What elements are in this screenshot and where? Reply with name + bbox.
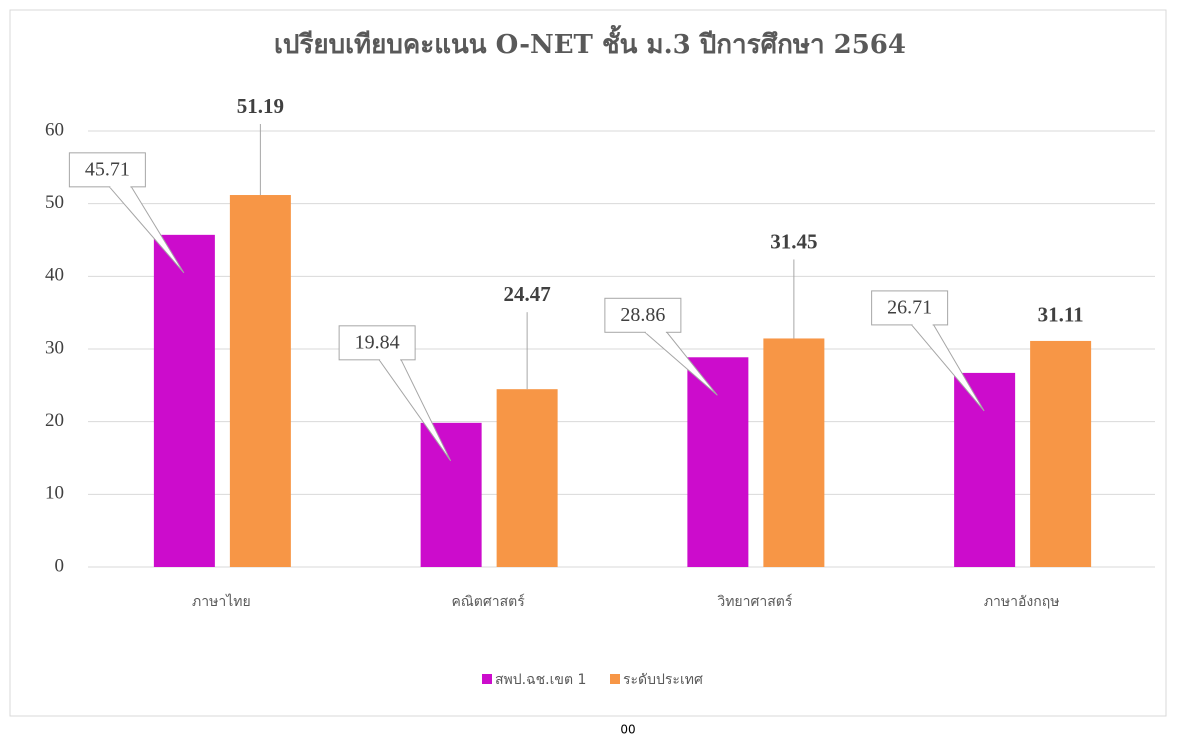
x-tick-label: วิทยาศาสตร์: [717, 593, 793, 610]
data-label: 24.47: [504, 282, 551, 306]
data-label: 31.45: [770, 229, 817, 253]
legend-swatch: [610, 674, 620, 684]
x-tick-label: ภาษาไทย: [192, 593, 251, 610]
y-tick-label: 20: [45, 410, 64, 431]
callout-box: [871, 290, 949, 326]
bar: [687, 357, 749, 567]
bar: [229, 195, 291, 567]
x-tick-label: ภาษาอังกฤษ: [984, 594, 1060, 610]
y-tick-label: 10: [45, 483, 64, 504]
y-tick-label: 30: [45, 337, 64, 358]
legend-label: สพป.ฉช.เขต 1: [495, 672, 586, 688]
y-tick-label: 0: [55, 555, 65, 576]
data-label: 45.71: [85, 158, 130, 180]
legend-swatch: [482, 674, 492, 684]
y-tick-label: 50: [45, 192, 64, 213]
callout-box: [68, 152, 146, 188]
chart-title: เปรียบเทียบคะแนน O-NET ชั้น ม.3 ปีการศึก…: [274, 24, 906, 60]
data-label: 31.11: [1038, 303, 1084, 327]
data-label: 19.84: [355, 331, 400, 353]
bar: [763, 338, 825, 567]
footer: 00: [620, 723, 635, 737]
data-label: 51.19: [237, 94, 284, 118]
y-tick-label: 60: [45, 119, 64, 140]
bar: [153, 234, 215, 567]
legend-label: ระดับประเทศ: [623, 672, 703, 688]
x-tick-label: คณิตศาสตร์: [451, 593, 525, 610]
bar: [954, 372, 1016, 567]
bar: [1030, 340, 1092, 567]
bar: [420, 422, 482, 567]
data-label: 28.86: [620, 304, 665, 326]
callout-box: [604, 297, 682, 333]
bar: [496, 389, 558, 567]
data-label: 26.71: [887, 297, 932, 319]
y-tick-label: 40: [45, 265, 64, 286]
callout-box: [338, 325, 416, 361]
